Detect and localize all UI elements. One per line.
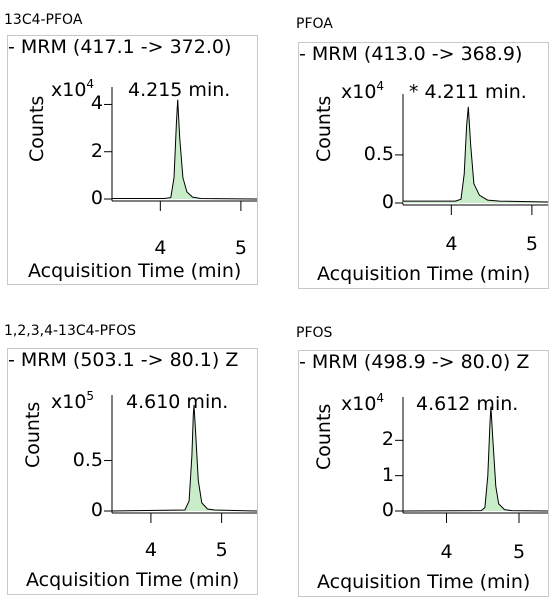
peak-fill [403,106,548,203]
x-axis-label: Acquisition Time (min) [26,569,240,591]
x-tick-label: 4 [445,233,458,255]
compound-label: 1,2,3,4-13C4-PFOS [4,323,136,339]
x-tick-label: 4 [154,237,167,259]
chromatogram-panel: - MRM (413.0 -> 368.9) x104 * 4.211 min.… [298,42,549,289]
peak-retention-time: * 4.211 min. [409,81,527,103]
chart-title: - MRM (417.1 -> 372.0) [8,36,232,58]
y-tick-label: 0.5 [363,142,394,165]
peak-retention-time: 4.215 min. [128,79,231,101]
x-tick-label: 5 [513,541,526,563]
peak-fill [403,406,548,511]
y-tick-label: 1 [381,463,394,486]
y-tick-label: 2 [381,428,394,451]
y-tick-label: 0 [381,191,394,213]
peak-retention-time: 4.610 min. [126,391,229,413]
y-tick-label: 4 [90,92,103,115]
x-axis-label: Acquisition Time (min) [28,260,242,282]
chart-svg [104,395,257,523]
chromatogram-trace [112,99,257,200]
y-tick-label: 0 [381,499,394,521]
x-axis-label: Acquisition Time (min) [317,263,531,285]
y-tick-label: 0.5 [72,448,103,471]
chromatogram-panel: - MRM (417.1 -> 372.0) x104 4.215 min. C… [7,35,258,285]
chromatogram-panel: - MRM (503.1 -> 80.1) Z x105 4.610 min. … [7,348,258,595]
compound-label: PFOA [296,16,333,32]
peak-retention-time: 4.612 min. [416,393,519,415]
y-tick-label: 0 [90,187,103,209]
y-axis-label: Counts [26,95,48,162]
chromatogram-trace [402,406,548,512]
chart-title: - MRM (498.9 -> 80.0) Z [299,351,530,373]
scale-factor: x104 [341,79,385,103]
y-tick-label: 2 [90,139,103,162]
x-tick-label: 5 [234,237,247,259]
x-axis-label: Acquisition Time (min) [317,571,531,593]
chart-svg [395,397,548,523]
chromatogram-trace [403,106,548,203]
y-axis-label: Counts [313,95,335,162]
y-axis-label: Counts [313,403,335,470]
x-tick-label: 5 [525,233,538,255]
chromatogram-trace [111,404,257,512]
y-tick-label: 0 [90,499,103,521]
chart-svg [395,94,548,215]
peak-fill [112,405,257,511]
scale-factor: x104 [341,391,385,415]
x-tick-label: 5 [215,539,228,561]
chart-title: - MRM (413.0 -> 368.9) [299,43,523,65]
x-tick-label: 4 [440,541,453,563]
compound-label: PFOS [296,325,333,341]
scale-factor: x104 [51,77,95,101]
x-tick-label: 4 [144,539,157,561]
chart-title: - MRM (503.1 -> 80.1) Z [8,349,239,371]
chart-svg [104,87,257,211]
y-axis-label: Counts [22,401,44,468]
compound-label: 13C4-PFOA [4,12,83,28]
chromatogram-panel: - MRM (498.9 -> 80.0) Z x104 4.612 min. … [298,350,549,597]
scale-factor: x105 [51,389,95,413]
